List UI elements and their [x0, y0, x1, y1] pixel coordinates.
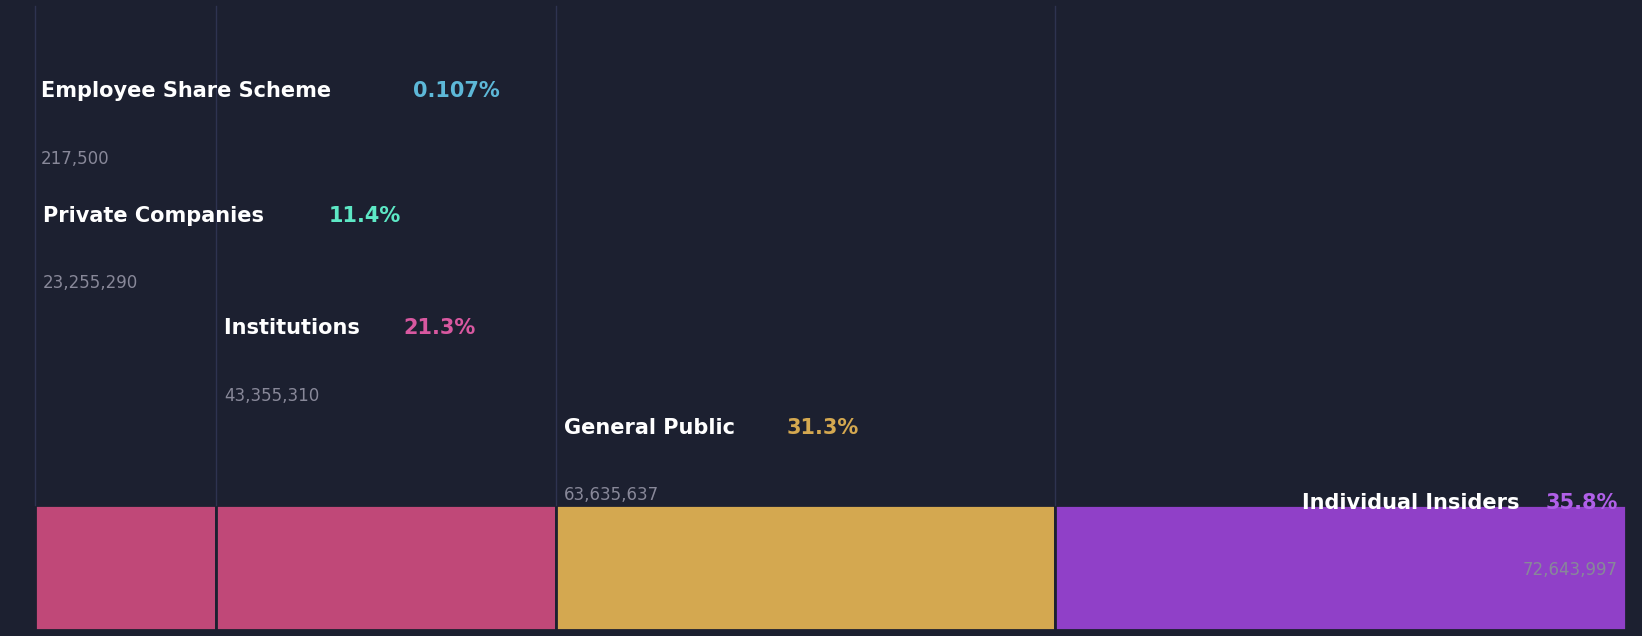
Text: 217,500: 217,500 — [41, 149, 110, 168]
Text: General Public: General Public — [563, 418, 742, 438]
Text: Employee Share Scheme: Employee Share Scheme — [41, 81, 338, 101]
Text: 43,355,310: 43,355,310 — [225, 387, 320, 404]
Text: 35.8%: 35.8% — [1545, 492, 1617, 513]
Text: 0.107%: 0.107% — [414, 81, 499, 101]
Text: 63,635,637: 63,635,637 — [563, 487, 658, 504]
Text: 23,255,290: 23,255,290 — [43, 274, 138, 293]
Text: Private Companies: Private Companies — [43, 206, 271, 226]
Text: 11.4%: 11.4% — [328, 206, 401, 226]
Bar — [1054, 505, 1626, 630]
Text: Institutions: Institutions — [225, 318, 368, 338]
Text: 72,643,997: 72,643,997 — [1522, 561, 1617, 579]
Bar — [33, 505, 34, 630]
Bar — [34, 505, 217, 630]
Text: 21.3%: 21.3% — [404, 318, 476, 338]
Text: 31.3%: 31.3% — [787, 418, 859, 438]
Bar — [557, 505, 1054, 630]
Text: Individual Insiders: Individual Insiders — [1302, 492, 1527, 513]
Bar — [217, 505, 557, 630]
